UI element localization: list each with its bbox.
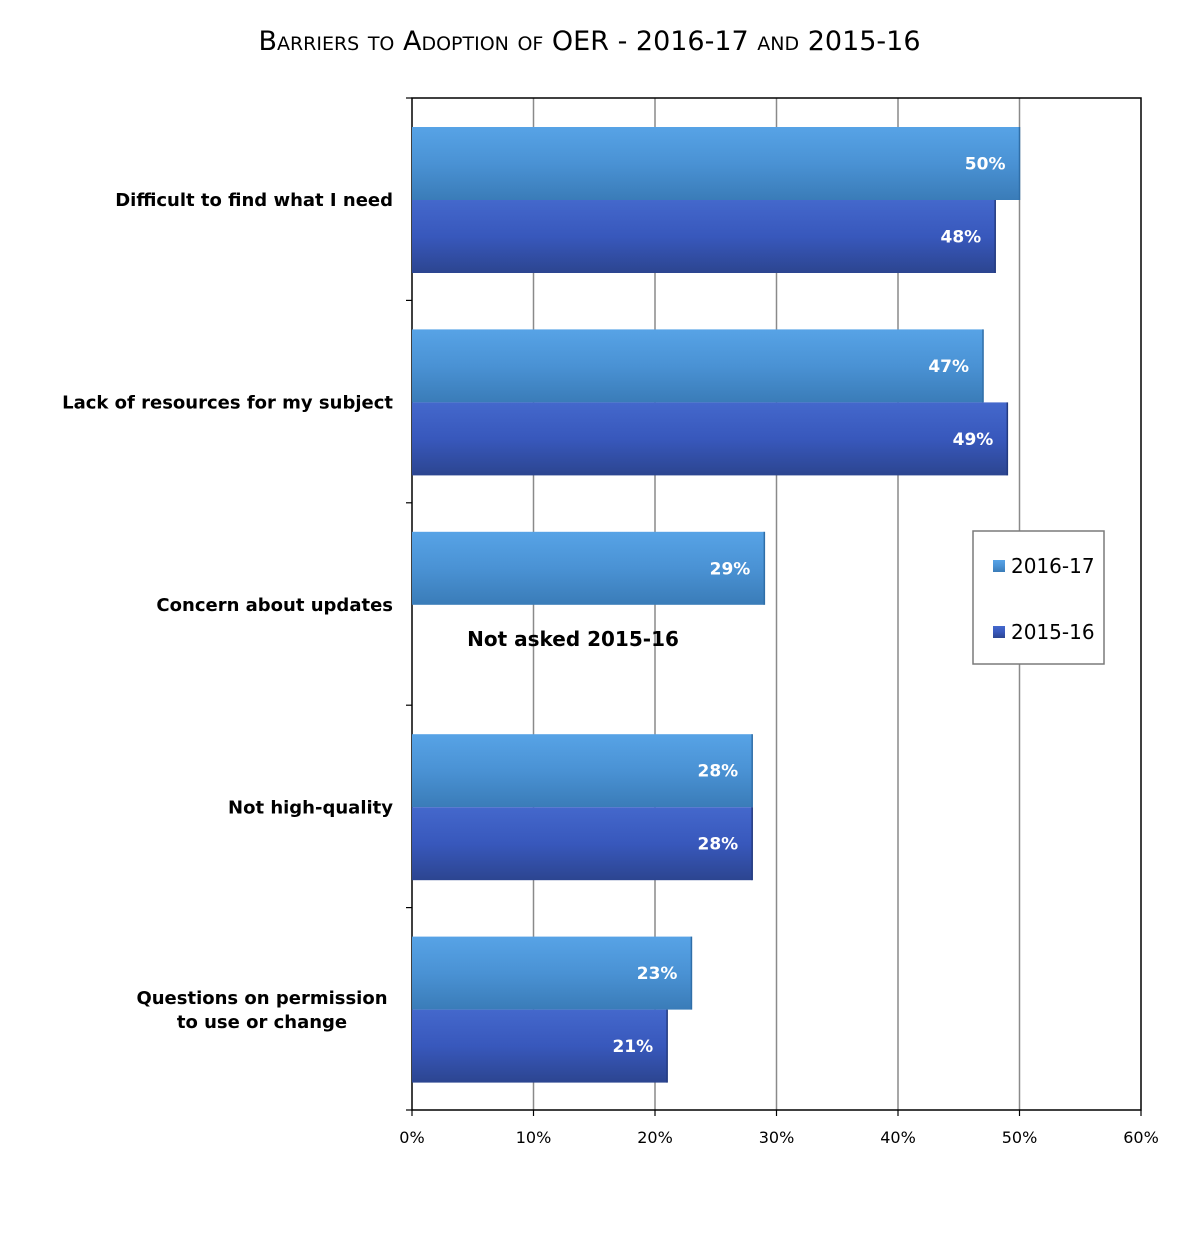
category-label: Questions on permission (136, 988, 387, 1009)
legend-swatch (993, 626, 1005, 638)
data-label: 28% (697, 762, 738, 782)
x-tick-label: 10% (516, 1128, 552, 1147)
legend-swatch (993, 560, 1005, 572)
bar-2016-17 (412, 531, 765, 605)
bar-2015-16 (412, 402, 1008, 476)
x-tick-label: 0% (399, 1128, 424, 1147)
x-tick-label: 40% (880, 1128, 916, 1147)
data-label: 47% (928, 357, 969, 377)
bar-2016-17 (412, 936, 692, 1010)
bar-2015-16 (412, 1009, 668, 1083)
x-tick-label: 20% (637, 1128, 673, 1147)
x-tick-label: 30% (759, 1128, 795, 1147)
bar-2015-16 (412, 807, 753, 881)
category-label: Difficult to find what I need (115, 190, 393, 211)
chart-title: Barriers to Adoption of OER - 2016-17 an… (258, 26, 921, 57)
data-label: 50% (965, 155, 1006, 175)
bar-2016-17 (412, 127, 1020, 200)
data-label: 21% (612, 1037, 653, 1057)
labels-layer: 0% 10% 20% 30% 40% 50% 60% Difficult to find wh… (62, 155, 1159, 1148)
data-label: 29% (710, 559, 751, 579)
legend-label: 2016-17 (1011, 554, 1095, 578)
annotation-not-asked: Not asked 2015-16 (467, 627, 679, 651)
bar-2016-17 (412, 734, 753, 808)
data-label: 28% (697, 835, 738, 855)
x-tick-label: 60% (1123, 1128, 1159, 1147)
data-label: 23% (637, 964, 678, 984)
category-label: Lack of resources for my subject (62, 393, 393, 414)
category-label: Not high-quality (228, 797, 393, 818)
legend-label: 2015-16 (1011, 620, 1095, 644)
bar-2016-17 (412, 329, 984, 403)
x-tick-label: 50% (1002, 1128, 1038, 1147)
category-label: Concern about updates (156, 595, 393, 616)
bars-layer (412, 127, 1021, 1083)
category-label: to use or change (177, 1012, 347, 1033)
legend: 2016-17 2015-16 (972, 530, 1105, 665)
data-label: 48% (940, 228, 981, 248)
legend-box (972, 530, 1105, 665)
bar-2015-16 (412, 200, 996, 273)
data-label: 49% (953, 430, 994, 450)
